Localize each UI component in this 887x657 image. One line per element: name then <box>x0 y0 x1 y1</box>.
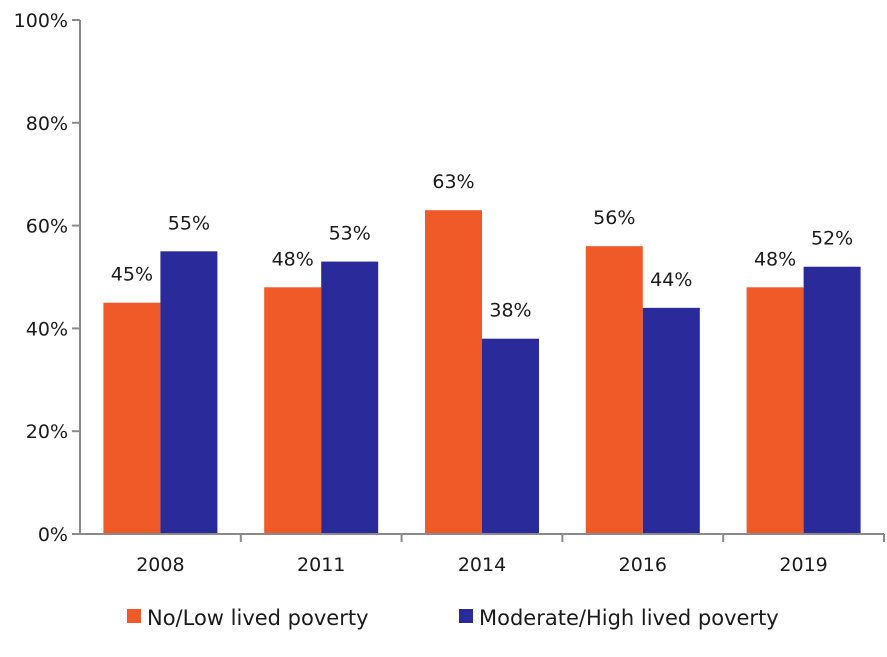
x-tick-label: 2008 <box>136 554 184 576</box>
legend-swatch <box>459 609 473 623</box>
bar-moderate-high-lived-poverty-2016 <box>642 307 700 534</box>
y-tick-label: 40% <box>26 318 68 340</box>
data-label: 55% <box>168 212 210 234</box>
data-label: 45% <box>111 264 153 286</box>
data-labels: 45% 55% 48% 53% 63% 38% 56% 44% 48% 52% <box>111 171 853 322</box>
legend-swatch <box>127 609 141 623</box>
y-tick-label: 80% <box>26 113 68 135</box>
legend: No/Low lived poverty Moderate/High lived … <box>127 606 779 630</box>
bar-no-low-lived-poverty-2014 <box>425 210 482 534</box>
data-label: 48% <box>754 248 796 270</box>
data-label: 63% <box>432 171 474 193</box>
bar-no-low-lived-poverty-2019 <box>746 287 804 534</box>
bar-no-low-lived-poverty-2011 <box>264 287 322 534</box>
x-axis-ticks: 2008 2011 2014 2016 2019 <box>136 534 885 576</box>
x-tick-label: 2014 <box>458 554 506 576</box>
data-label: 48% <box>272 248 314 270</box>
data-label: 38% <box>489 300 531 322</box>
bar-moderate-high-lived-poverty-2011 <box>321 261 379 534</box>
data-label: 56% <box>593 207 635 229</box>
y-axis-ticks: 0% 20% 40% 60% 80% 100% <box>14 10 80 546</box>
bar-no-low-lived-poverty-2016 <box>585 246 643 534</box>
bar-moderate-high-lived-poverty-2008 <box>160 251 218 535</box>
x-tick-label: 2019 <box>779 554 827 576</box>
data-label: 53% <box>329 223 371 245</box>
data-label: 52% <box>811 228 853 250</box>
x-tick-label: 2016 <box>619 554 667 576</box>
legend-label: No/Low lived poverty <box>147 606 369 630</box>
bar-no-low-lived-poverty-2008 <box>103 302 161 534</box>
y-tick-label: 60% <box>26 216 68 238</box>
y-tick-label: 100% <box>14 10 68 32</box>
bars <box>103 210 861 535</box>
bar-moderate-high-lived-poverty-2014 <box>482 338 539 534</box>
data-label: 44% <box>650 269 692 291</box>
x-tick-label: 2011 <box>297 554 345 576</box>
bar-moderate-high-lived-poverty-2019 <box>803 266 861 534</box>
legend-label: Moderate/High lived poverty <box>479 606 779 630</box>
y-tick-label: 0% <box>38 524 68 546</box>
y-tick-label: 20% <box>26 421 68 443</box>
